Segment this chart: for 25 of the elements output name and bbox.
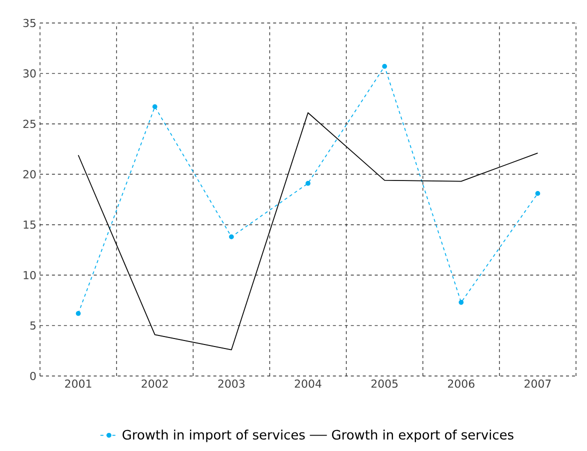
point <box>76 311 81 316</box>
point <box>382 64 388 69</box>
y-tick-label: 5 <box>30 322 36 330</box>
y-tick-label: 0 <box>30 372 36 380</box>
point <box>458 300 464 305</box>
point <box>228 234 234 240</box>
point <box>152 104 158 110</box>
y-tick-label: 15 <box>24 220 36 229</box>
legend-label: Growth in export of services <box>332 430 514 442</box>
point <box>306 180 310 186</box>
x-tick-label: 2002 <box>142 380 168 388</box>
x-tick-label: 2005 <box>371 380 398 388</box>
x-tick-label: 2003 <box>218 380 244 388</box>
y-tick-label: 10 <box>24 271 36 280</box>
y-tick-label: 35 <box>23 18 36 28</box>
y-tick-label: 30 <box>23 69 36 78</box>
point <box>535 191 540 196</box>
x-tick-label: 2007 <box>524 380 551 388</box>
line-series <box>78 112 538 350</box>
y-tick-label: 20 <box>23 170 36 178</box>
x-tick-label: 2001 <box>65 380 92 388</box>
y-tick-label: 25 <box>23 120 36 128</box>
legend-label: Growth in import of services <box>122 430 305 442</box>
x-tick-label: 2004 <box>294 380 322 388</box>
x-tick-label: 2006 <box>448 380 474 388</box>
